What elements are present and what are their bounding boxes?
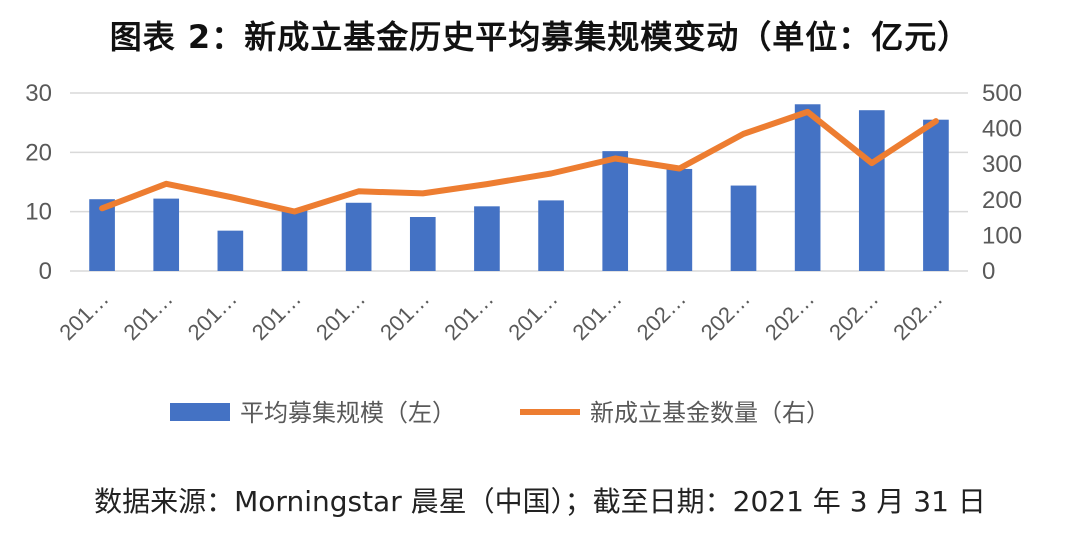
chart-title: 图表 2：新成立基金历史平均募集规模变动（单位：亿元） <box>109 18 971 56</box>
right-axis-tick-label: 200 <box>982 187 1022 214</box>
bar <box>217 230 244 271</box>
x-tick-label: 201… <box>439 286 498 345</box>
source-note: 数据来源：Morningstar 晨星（中国）；截至日期：2021 年 3 月 … <box>94 485 986 518</box>
legend: 平均募集规模（左） 新成立基金数量（右） <box>170 399 830 427</box>
x-tick-label: 201… <box>119 286 178 345</box>
left-axis-ticks: 0 10 20 30 <box>25 80 52 285</box>
line-series <box>99 108 939 215</box>
right-axis-tick-label: 0 <box>982 258 995 285</box>
bar <box>666 168 693 271</box>
right-axis-ticks: 0 100 200 300 400 500 <box>982 80 1022 285</box>
bar <box>474 206 500 271</box>
bar <box>602 151 629 271</box>
x-tick-label: 201… <box>568 286 627 345</box>
left-axis-tick-label: 20 <box>25 139 52 166</box>
series-line <box>99 108 939 215</box>
bar-series <box>89 104 949 271</box>
x-tick-label: 201… <box>311 286 370 345</box>
x-tick-label: 201… <box>183 286 242 345</box>
x-tick-label: 202… <box>888 286 947 345</box>
gridlines <box>70 92 968 272</box>
x-tick-label: 202… <box>632 286 691 345</box>
bar <box>538 200 564 271</box>
x-axis-ticks: 201… 201… 201… 201… 201… 201… 201… 201… 201… 202…… <box>54 286 947 345</box>
bar <box>153 198 180 271</box>
legend-bar-label: 平均募集规模（左） <box>240 399 456 427</box>
x-tick-label: 202… <box>696 286 755 345</box>
bar <box>794 104 821 271</box>
x-tick-label: 201… <box>375 286 434 345</box>
right-axis-tick-label: 500 <box>982 80 1022 107</box>
legend-line-label: 新成立基金数量（右） <box>590 399 830 427</box>
bar <box>730 185 757 271</box>
x-tick-label: 201… <box>54 286 113 345</box>
bar <box>923 119 949 271</box>
legend-bar-swatch <box>170 403 230 421</box>
left-axis-tick-label: 10 <box>25 199 52 226</box>
x-tick-label: 201… <box>503 286 562 345</box>
x-tick-label: 202… <box>760 286 819 345</box>
right-axis-tick-label: 100 <box>982 222 1022 249</box>
bar <box>858 110 885 271</box>
bar <box>281 209 308 271</box>
left-axis-tick-label: 0 <box>39 258 52 285</box>
x-tick-label: 201… <box>247 286 306 345</box>
right-axis-tick-label: 400 <box>982 116 1022 143</box>
bar <box>345 202 372 271</box>
right-axis-tick-label: 300 <box>982 151 1022 178</box>
left-axis-tick-label: 30 <box>25 80 52 107</box>
x-tick-label: 202… <box>824 286 883 345</box>
bar <box>409 217 436 271</box>
